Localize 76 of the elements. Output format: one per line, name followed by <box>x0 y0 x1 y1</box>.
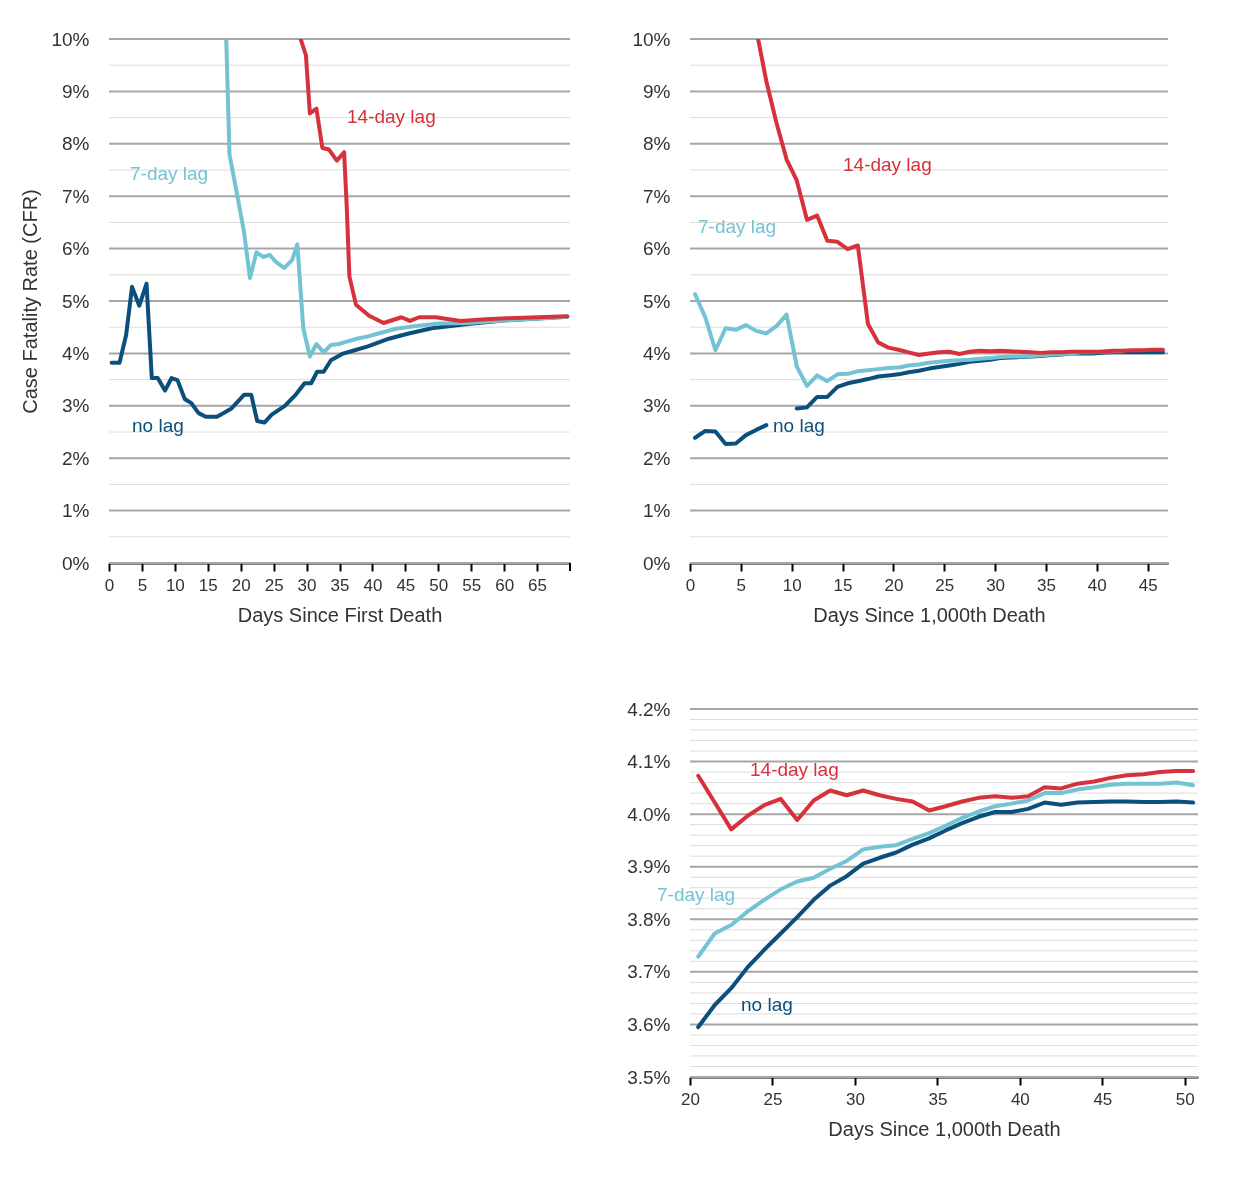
line-series <box>298 39 570 326</box>
y-tick-label: 4% <box>643 342 671 364</box>
y-tick-label: 3.7% <box>627 961 671 983</box>
y-tick-label: 4.1% <box>627 751 671 773</box>
series-label: 14-day lag <box>347 106 436 127</box>
x-tick-label: 50 <box>1175 1089 1195 1109</box>
x-tick-label: 0 <box>685 575 696 595</box>
x-tick-label: 25 <box>763 1089 783 1109</box>
y-tick-label: 3.5% <box>627 1066 671 1088</box>
y-tick-label: 1% <box>643 500 671 522</box>
x-tick-label: 25 <box>264 575 284 595</box>
x-tick-label: 45 <box>396 575 416 595</box>
y-tick-label: 6% <box>62 238 90 260</box>
x-tick-label: 5 <box>736 575 747 595</box>
series-label: 7-day lag <box>657 884 736 905</box>
x-tick-label: 10 <box>165 575 185 595</box>
y-tick-label: 10% <box>632 28 671 50</box>
y-tick-label: 2% <box>62 447 90 469</box>
x-axis-title: Days Since 1,000th Death <box>828 1117 1061 1140</box>
x-tick-label: 20 <box>231 575 251 595</box>
y-tick-label: 9% <box>643 80 671 102</box>
x-tick-label: 45 <box>1138 575 1158 595</box>
x-tick-label: 40 <box>1087 575 1107 595</box>
text: 14-day lag <box>843 154 932 175</box>
y-tick-label: 7% <box>62 185 90 207</box>
y-tick-label: 3% <box>643 395 671 417</box>
y-tick-label: 3% <box>62 395 90 417</box>
x-tick-label: 55 <box>462 575 482 595</box>
series-label: no lag <box>773 415 825 436</box>
series-label: 7-day lag <box>130 163 209 184</box>
y-tick-label: 8% <box>62 133 90 155</box>
x-tick-label: 20 <box>884 575 904 595</box>
y-tick-label: 5% <box>62 290 90 312</box>
y-tick-label: 0% <box>643 552 671 574</box>
y-tick-label: 4.2% <box>627 698 671 720</box>
y-tick-label: 4% <box>62 342 90 364</box>
x-tick-label: 35 <box>330 575 350 595</box>
x-tick-label: 35 <box>1037 575 1056 595</box>
y-tick-label: 3.6% <box>627 1013 671 1035</box>
x-tick-label: 30 <box>297 575 317 595</box>
x-tick-label: 50 <box>429 575 449 595</box>
y-tick-label: 10% <box>51 28 90 50</box>
x-tick-label: 45 <box>1093 1089 1113 1109</box>
y-tick-label: 6% <box>643 238 671 260</box>
y-tick-label: 2% <box>643 447 671 469</box>
y-tick-label: 9% <box>62 80 90 102</box>
y-tick-label: 5% <box>643 290 671 312</box>
x-tick-label: 10 <box>782 575 802 595</box>
series-label: no lag <box>132 415 184 436</box>
y-axis-title: Case Fatality Rate (CFR) <box>19 189 42 414</box>
x-axis-title: Days Since First Death <box>237 603 443 626</box>
series-label: no lag <box>741 994 793 1015</box>
x-tick-label: 65 <box>528 575 548 595</box>
x-tick-label: 30 <box>845 1089 865 1109</box>
series-label: 14-day lag <box>750 759 839 780</box>
x-tick-label: 35 <box>928 1089 948 1109</box>
x-tick-label: 25 <box>935 575 955 595</box>
x-tick-label: 15 <box>198 575 218 595</box>
y-tick-label: 7% <box>643 185 671 207</box>
y-tick-label: 1% <box>62 500 90 522</box>
x-tick-label: 15 <box>833 575 853 595</box>
text: 7-day lag <box>698 216 777 237</box>
x-tick-label: 30 <box>986 575 1006 595</box>
y-tick-label: 4.0% <box>627 803 671 825</box>
y-tick-label: 3.9% <box>627 856 671 878</box>
x-tick-label: 5 <box>137 575 148 595</box>
x-tick-label: 60 <box>495 575 515 595</box>
x-tick-label: 20 <box>681 1089 700 1109</box>
y-tick-label: 8% <box>643 133 671 155</box>
x-axis-title: Days Since 1,000th Death <box>813 603 1046 626</box>
y-tick-label: 0% <box>62 552 90 574</box>
x-tick-label: 40 <box>1010 1089 1030 1109</box>
x-tick-label: 0 <box>104 575 115 595</box>
line-series <box>224 39 570 359</box>
y-tick-label: 3.8% <box>627 908 671 930</box>
x-tick-label: 40 <box>363 575 383 595</box>
